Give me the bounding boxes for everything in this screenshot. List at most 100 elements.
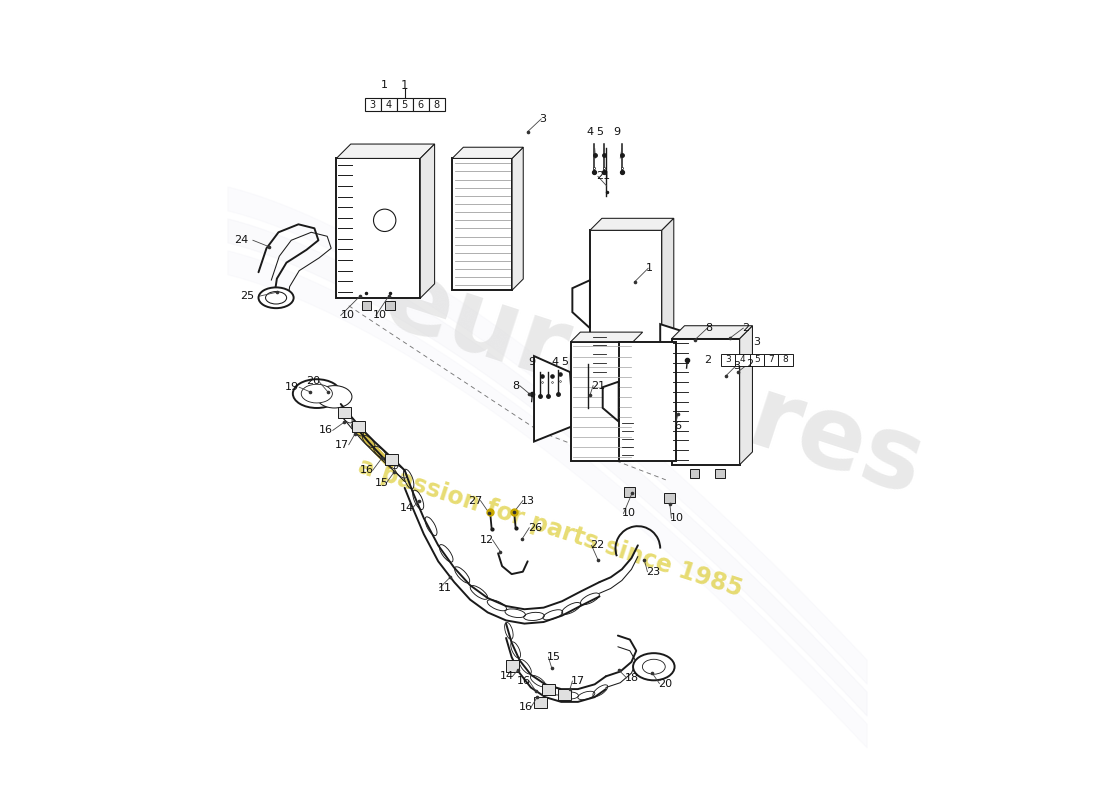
Text: 10: 10 (341, 310, 355, 320)
Bar (715, 469, 725, 478)
Bar (750, 354, 764, 366)
Bar (337, 158, 420, 298)
Bar (571, 342, 634, 462)
Bar (412, 98, 429, 111)
Text: 20: 20 (658, 678, 672, 689)
Ellipse shape (258, 287, 294, 308)
Text: 10: 10 (670, 513, 684, 523)
Bar (452, 158, 513, 290)
Bar (558, 689, 571, 700)
Text: 9: 9 (528, 357, 536, 366)
Text: 6: 6 (418, 99, 424, 110)
Text: 3: 3 (725, 355, 732, 364)
Text: 26: 26 (528, 522, 542, 533)
Text: 3: 3 (754, 338, 760, 347)
Text: 8: 8 (513, 381, 519, 390)
Text: 14: 14 (400, 503, 415, 513)
Text: 11: 11 (438, 582, 452, 593)
Text: 15: 15 (375, 478, 388, 488)
Text: 4: 4 (739, 355, 746, 364)
Ellipse shape (301, 384, 332, 403)
Bar (506, 660, 519, 671)
Polygon shape (513, 147, 524, 290)
Text: 20: 20 (306, 376, 320, 386)
Ellipse shape (265, 291, 287, 304)
Ellipse shape (317, 386, 352, 408)
Bar (779, 354, 793, 366)
Polygon shape (452, 147, 524, 158)
Text: 13: 13 (521, 496, 536, 506)
Bar (362, 301, 371, 310)
Bar (664, 493, 674, 503)
Text: 8: 8 (783, 355, 789, 364)
Bar (590, 230, 662, 378)
Bar (690, 469, 700, 478)
Text: 17: 17 (334, 440, 349, 450)
Text: 7: 7 (768, 355, 774, 364)
Text: 4: 4 (586, 127, 594, 138)
Text: 3: 3 (734, 362, 740, 371)
Polygon shape (337, 144, 434, 158)
Text: 4: 4 (551, 357, 559, 366)
Bar (720, 354, 735, 366)
Bar (352, 421, 365, 432)
Text: 5: 5 (402, 99, 408, 110)
Text: eurosores: eurosores (372, 251, 936, 517)
Polygon shape (534, 356, 574, 442)
Text: 21: 21 (592, 381, 606, 390)
Text: 21: 21 (596, 171, 611, 182)
Text: 3: 3 (370, 99, 376, 110)
Polygon shape (571, 332, 642, 342)
Text: 19: 19 (285, 382, 299, 392)
Text: 10: 10 (373, 310, 387, 320)
Circle shape (374, 209, 396, 231)
Text: 15: 15 (547, 652, 561, 662)
Polygon shape (590, 218, 674, 230)
Text: 17: 17 (571, 676, 585, 686)
Text: 5: 5 (561, 357, 569, 366)
Bar (625, 487, 635, 498)
Text: 24: 24 (234, 235, 249, 246)
Bar (397, 98, 412, 111)
Polygon shape (672, 326, 752, 338)
Polygon shape (662, 218, 674, 378)
Text: 16: 16 (319, 426, 333, 435)
Text: 3: 3 (540, 114, 547, 124)
Text: 4: 4 (386, 99, 392, 110)
Text: 23: 23 (646, 566, 660, 577)
Polygon shape (572, 280, 590, 328)
Polygon shape (660, 324, 706, 402)
Bar (735, 354, 750, 366)
Text: 10: 10 (621, 509, 636, 518)
Text: 5: 5 (754, 355, 760, 364)
Ellipse shape (634, 653, 674, 680)
Text: 1: 1 (382, 79, 388, 90)
Bar (672, 338, 739, 465)
Text: 22: 22 (590, 540, 604, 550)
Text: 9: 9 (614, 127, 620, 138)
Bar (534, 697, 547, 708)
Text: 12: 12 (480, 534, 494, 545)
Bar (385, 301, 395, 310)
Text: a passion for parts since 1985: a passion for parts since 1985 (355, 454, 745, 602)
Text: 14: 14 (499, 671, 514, 682)
Text: 8: 8 (706, 323, 713, 333)
Text: 25: 25 (241, 291, 254, 301)
Text: 18: 18 (625, 673, 639, 683)
Text: 2: 2 (741, 323, 749, 333)
Text: 2: 2 (746, 359, 752, 369)
Text: 16: 16 (517, 676, 531, 686)
Text: 27: 27 (468, 496, 482, 506)
Text: 5: 5 (596, 127, 603, 138)
Bar (339, 407, 351, 418)
Text: 1: 1 (646, 263, 652, 274)
Text: 1: 1 (400, 79, 408, 92)
Bar (385, 454, 398, 465)
Bar (764, 354, 779, 366)
Bar (365, 98, 381, 111)
Bar (542, 684, 554, 695)
Bar (618, 342, 676, 462)
Text: 16: 16 (361, 466, 374, 475)
Polygon shape (603, 382, 618, 422)
Text: 2: 2 (705, 354, 712, 365)
